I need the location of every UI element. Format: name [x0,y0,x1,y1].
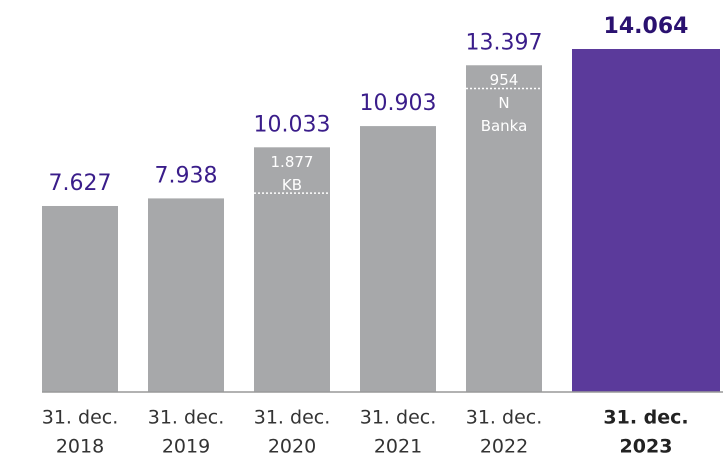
value-label: 10.903 [360,91,437,116]
bar [572,49,720,392]
bar [148,198,224,392]
x-tick-label: 2020 [268,436,316,458]
segment-name: KB [282,176,302,194]
bar [254,147,330,392]
value-label: 14.064 [604,14,689,39]
x-tick-label: 2019 [162,436,210,458]
segment-name: N [498,94,509,112]
x-tick-label: 31. dec. [148,407,225,429]
bar [42,205,118,392]
x-tick-label: 2023 [620,436,673,458]
x-tick-label: 31. dec. [42,407,119,429]
value-label: 10.033 [254,112,331,137]
value-label: 7.627 [49,171,112,196]
value-label: 7.938 [155,163,218,188]
segment-label: 954 [490,71,519,89]
x-tick-label: 31. dec. [603,407,688,429]
x-tick-label: 31. dec. [466,407,543,429]
segment-label: 1.877 [271,153,314,171]
segment-name: Banka [481,117,528,135]
x-tick-label: 31. dec. [254,407,331,429]
x-tick-label: 2018 [56,436,104,458]
bar [466,65,542,392]
bar [360,126,436,393]
x-tick-label: 2021 [374,436,422,458]
value-label: 13.397 [466,30,543,55]
x-tick-label: 31. dec. [360,407,437,429]
x-tick-label: 2022 [480,436,528,458]
